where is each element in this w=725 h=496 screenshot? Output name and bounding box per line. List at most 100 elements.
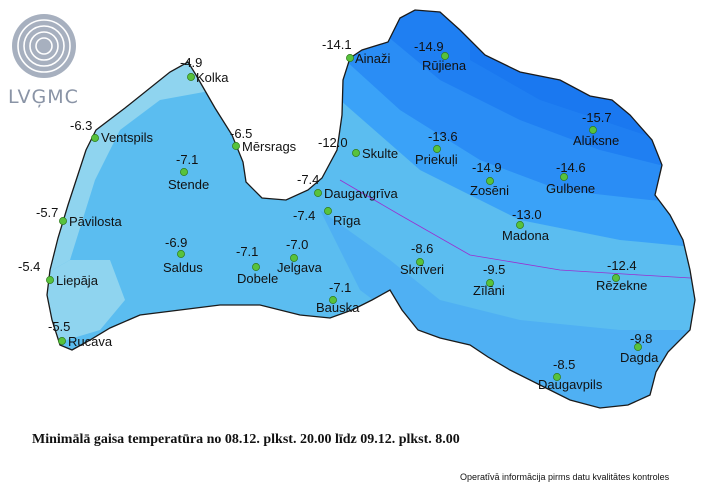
quality-note: Operatīvā informācija pirms datu kvalitā… <box>460 472 670 482</box>
station-rezekne: -12.4 Rēzekne <box>596 258 647 293</box>
station-zoseni: -14.9 Zosēni <box>470 160 509 198</box>
station-value: -15.7 <box>582 110 612 125</box>
station-dot <box>180 168 188 176</box>
station-mersrags: -6.5 Mērsrags <box>230 126 297 154</box>
station-gulbene: -14.6 Gulbene <box>546 160 595 196</box>
station-name: Rucava <box>68 334 113 349</box>
logo-circle-icon <box>12 14 76 78</box>
station-skulte: -12.0 Skulte <box>318 135 398 161</box>
station-dobele: -7.1 Dobele <box>236 244 278 286</box>
station-dot <box>252 263 260 271</box>
station-name: Daugavgrīva <box>324 186 398 201</box>
station-name: Priekuļi <box>415 152 458 167</box>
station-value: -9.8 <box>630 331 652 346</box>
station-name: Liepāja <box>56 273 99 288</box>
station-value: -7.0 <box>286 237 308 252</box>
station-name: Zosēni <box>470 183 509 198</box>
station-name: Pāvilosta <box>69 214 123 229</box>
station-dot <box>187 73 195 81</box>
station-value: -6.9 <box>165 235 187 250</box>
station-dot <box>91 134 99 142</box>
station-dot <box>612 274 620 282</box>
station-name: Ainaži <box>355 51 391 66</box>
station-rujiena: -14.9 Rūjiena <box>414 39 467 73</box>
station-value: -8.5 <box>553 357 575 372</box>
station-name: Mērsrags <box>242 139 297 154</box>
station-value: -14.9 <box>472 160 502 175</box>
station-dot <box>516 221 524 229</box>
station-dot <box>177 250 185 258</box>
station-dot <box>553 373 561 381</box>
station-value: -7.1 <box>236 244 258 259</box>
station-liepaja: -5.4 Liepāja <box>18 259 99 288</box>
station-kolka: -4.9 Kolka <box>180 55 229 85</box>
station-value: -5.5 <box>48 319 70 334</box>
station-dot <box>232 142 240 150</box>
station-dot <box>441 52 449 60</box>
stations: -14.1 Ainaži -14.9 Rūjiena -4.9 Kolka -6… <box>18 37 659 392</box>
station-jelgava: -7.0 Jelgava <box>277 237 323 275</box>
station-name: Alūksne <box>573 133 619 148</box>
station-name: Gulbene <box>546 181 595 196</box>
station-name: Rīga <box>333 213 361 228</box>
station-value: -12.0 <box>318 135 348 150</box>
station-value: -13.6 <box>428 129 458 144</box>
station-name: Ventspils <box>101 130 154 145</box>
station-value: -7.1 <box>329 280 351 295</box>
station-ventspils: -6.3 Ventspils <box>70 118 154 145</box>
station-dot <box>324 207 332 215</box>
station-name: Dagda <box>620 350 659 365</box>
station-value: -7.1 <box>176 152 198 167</box>
station-value: -7.4 <box>293 208 315 223</box>
station-rucava: -5.5 Rucava <box>48 319 113 349</box>
station-name: Zīlāni <box>473 283 505 298</box>
logo-text: LVĢMC <box>8 86 79 108</box>
station-name: Dobele <box>237 271 278 286</box>
station-dot <box>433 145 441 153</box>
station-name: Bauska <box>316 300 360 315</box>
station-daugavgriva: -7.4 Daugavgrīva <box>297 172 398 201</box>
station-dot <box>46 276 54 284</box>
station-pavilosta: -5.7 Pāvilosta <box>36 205 123 229</box>
station-saldus: -6.9 Saldus <box>163 235 203 275</box>
station-dot <box>58 337 66 345</box>
station-dot <box>634 343 642 351</box>
station-value: -14.9 <box>414 39 444 54</box>
station-riga: -7.4 Rīga <box>293 207 361 228</box>
station-name: Rūjiena <box>422 58 467 73</box>
station-value: -6.5 <box>230 126 252 141</box>
station-value: -14.1 <box>322 37 352 52</box>
station-value: -6.3 <box>70 118 92 133</box>
station-skriveri: -8.6 Skrīveri <box>400 241 444 277</box>
station-dot <box>589 126 597 134</box>
station-value: -9.5 <box>483 262 505 277</box>
station-dot <box>560 173 568 181</box>
station-dot <box>486 177 494 185</box>
station-stende: -7.1 Stende <box>168 152 209 192</box>
station-name: Madona <box>502 228 550 243</box>
station-dot <box>486 279 494 287</box>
station-zilani: -9.5 Zīlāni <box>473 262 505 298</box>
station-madona: -13.0 Madona <box>502 207 550 243</box>
station-dot <box>314 189 322 197</box>
station-value: -5.4 <box>18 259 40 274</box>
station-ainazi: -14.1 Ainaži <box>322 37 391 66</box>
station-dot <box>59 217 67 225</box>
station-value: -7.4 <box>297 172 319 187</box>
station-name: Skrīveri <box>400 262 444 277</box>
station-bauska: -7.1 Bauska <box>316 280 360 315</box>
station-value: -12.4 <box>607 258 637 273</box>
map-caption: Minimālā gaisa temperatūra no 08.12. plk… <box>32 432 460 447</box>
station-value: -14.6 <box>556 160 586 175</box>
station-dot <box>416 258 424 266</box>
station-dot <box>352 149 360 157</box>
station-priekuli: -13.6 Priekuļi <box>415 129 458 167</box>
station-daugavpils: -8.5 Daugavpils <box>538 357 603 392</box>
station-name: Skulte <box>362 146 398 161</box>
station-dot <box>329 296 337 304</box>
station-dot <box>290 254 298 262</box>
station-value: -13.0 <box>512 207 542 222</box>
lvgmc-logo: LVĢMC <box>8 14 79 108</box>
